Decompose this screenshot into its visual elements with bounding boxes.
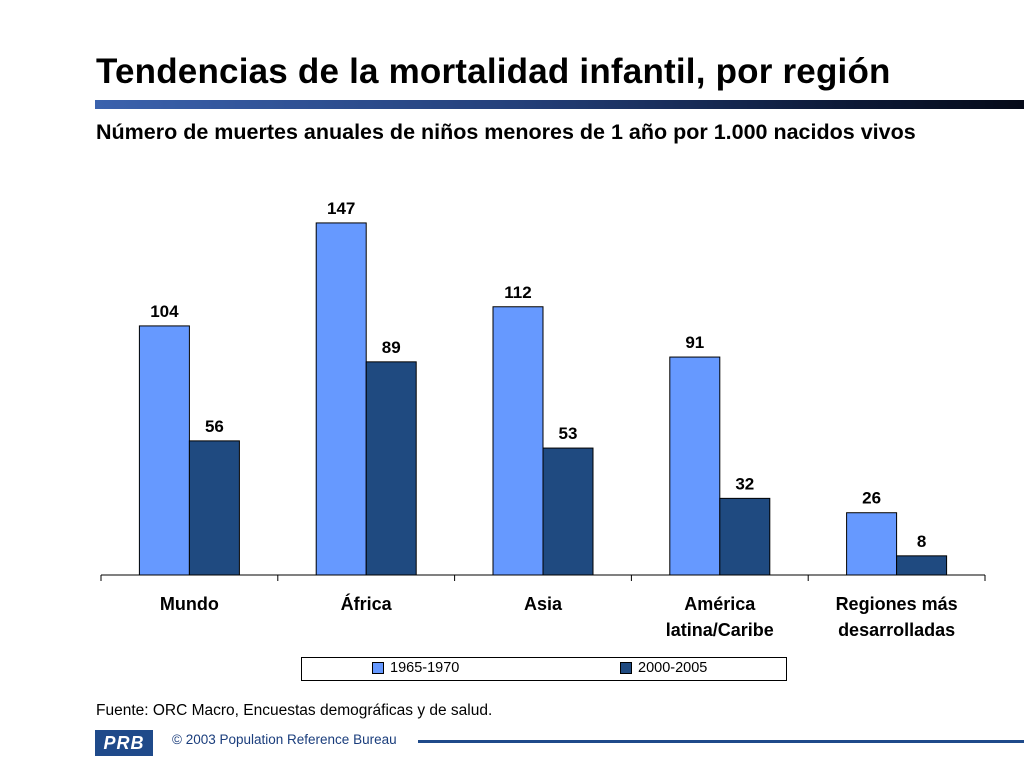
bar [669,356,721,576]
data-label: 147 [327,199,355,218]
bar [492,306,544,576]
legend-item-1965-1970: 1965-1970 [372,660,459,676]
bar [896,555,948,576]
source-note: Fuente: ORC Macro, Encuestas demográfica… [96,702,493,719]
legend-label: 2000-2005 [638,660,708,676]
page-title: Tendencias de la mortalidad infantil, po… [96,52,891,91]
data-label: 26 [862,489,881,508]
data-label: 32 [735,474,754,493]
legend-swatch [620,662,632,674]
x-tick-label: América [684,594,756,614]
prb-logo: PRB [95,730,153,756]
x-tick-label: Asia [524,594,563,614]
data-label: 112 [504,283,531,302]
chart-subtitle: Número de muertes anuales de niños menor… [96,120,916,144]
bar [542,447,594,576]
bar [365,361,417,576]
legend-item-2000-2005: 2000-2005 [620,660,707,676]
data-label: 53 [559,424,578,443]
bar [188,440,240,576]
chart-legend: 1965-1970 2000-2005 [301,657,787,681]
x-tick-label: Mundo [160,594,219,614]
data-label: 8 [917,532,926,551]
data-label: 104 [150,302,179,321]
bar [846,512,898,576]
footer-divider [418,740,1024,743]
x-tick-label: Regiones más [836,594,958,614]
copyright-text: © 2003 Population Reference Bureau [172,732,397,747]
data-label: 56 [205,417,224,436]
data-label: 89 [382,338,401,357]
x-tick-label: latina/Caribe [666,620,774,640]
bar [138,325,190,576]
legend-swatch [372,662,384,674]
title-divider [95,100,1024,109]
bar [315,222,367,576]
bar [719,497,771,576]
x-tick-label: África [341,593,393,614]
legend-label: 1965-1970 [390,660,460,676]
x-tick-label: desarrolladas [838,620,955,640]
data-label: 91 [685,333,704,352]
